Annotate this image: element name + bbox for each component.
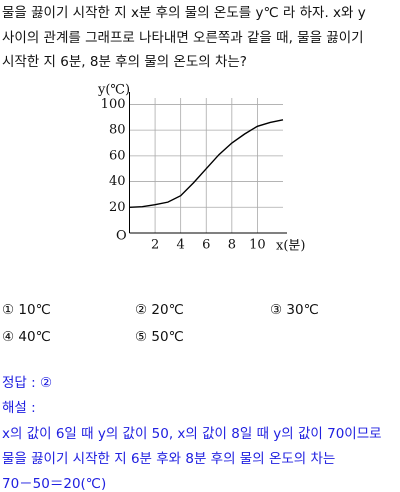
x-tick-label: 2 <box>151 238 159 253</box>
x-tick-label: 8 <box>228 238 236 253</box>
option: ① 10℃ <box>2 302 51 318</box>
option: ② 20℃ <box>135 302 184 318</box>
question-line: 시작한 지 6분, 8분 후의 물의 온도의 차는? <box>2 54 247 70</box>
solution-line: 70－50＝20(℃) <box>2 476 106 492</box>
y-tick-label: 20 <box>109 200 126 215</box>
origin-label: O <box>116 229 127 244</box>
answer: 정답 : ② <box>2 375 52 391</box>
solution-line: x의 값이 6일 때 y의 값이 50, x의 값이 8일 때 y의 값이 70… <box>2 426 382 442</box>
x-tick-label: 6 <box>202 238 210 253</box>
option: ④ 40℃ <box>2 329 51 345</box>
y-tick-label: 80 <box>109 123 126 138</box>
question-line: 물을 끓이기 시작한 지 x분 후의 물의 온도를 y℃ 라 하자. x와 y <box>2 5 366 21</box>
y-tick-label: 100 <box>101 97 126 112</box>
x-axis-label: x(분) <box>276 239 305 254</box>
x-tick-label: 4 <box>177 238 185 253</box>
solution-line: 물을 끓이기 시작한 지 6분 후와 8분 후의 물의 온도의 차는 <box>2 451 335 467</box>
curve <box>129 119 284 208</box>
solution-heading: 해설 : <box>2 400 36 416</box>
option: ③ 30℃ <box>270 302 319 318</box>
y-axis-label: y(℃) <box>97 83 130 98</box>
option: ⑤ 50℃ <box>135 329 184 345</box>
y-tick-label: 40 <box>109 174 126 189</box>
x-tick-label: 10 <box>249 238 266 253</box>
question-line: 사이의 관계를 그래프로 나타내면 오른쪽과 같을 때, 물을 끓이기 <box>2 30 364 46</box>
y-tick-label: 60 <box>109 148 126 163</box>
